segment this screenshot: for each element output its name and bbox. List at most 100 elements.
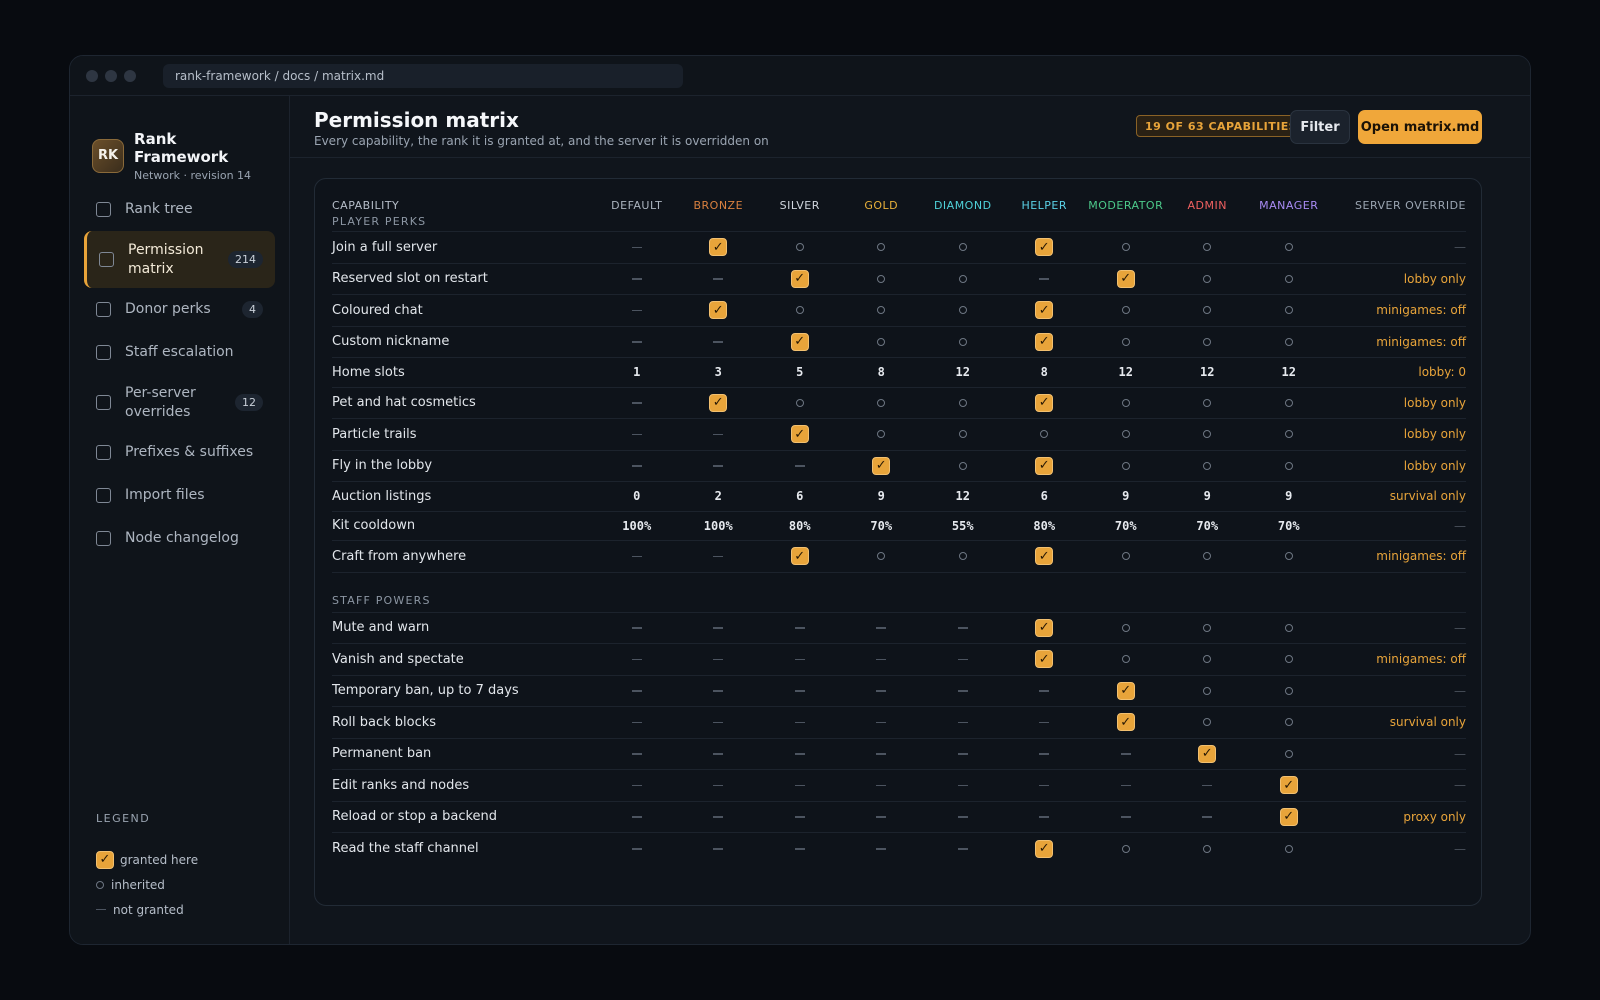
sidebar-item-per-server-overrides[interactable]: Per-server overrides 12 [84, 374, 275, 431]
matrix-cell[interactable] [1004, 430, 1086, 439]
matrix-cell[interactable] [1248, 461, 1330, 470]
matrix-cell[interactable] [1248, 398, 1330, 407]
matrix-cell[interactable] [678, 784, 760, 786]
matrix-cell[interactable] [841, 398, 923, 407]
sidebar-item-prefixes-suffixes[interactable]: Prefixes & suffixes [84, 431, 275, 474]
matrix-cell[interactable] [596, 753, 678, 755]
matrix-cell[interactable]: ✓ [1004, 456, 1086, 475]
matrix-cell[interactable] [1085, 753, 1167, 755]
matrix-cell[interactable] [922, 552, 1004, 561]
matrix-cell[interactable] [1167, 461, 1249, 470]
table-row[interactable]: Join a full server ✓ ✓ — [332, 232, 1466, 264]
matrix-cell[interactable] [1004, 721, 1086, 723]
matrix-cell[interactable]: 6 [759, 489, 841, 503]
table-row[interactable]: Permanent ban ✓ — [332, 739, 1466, 770]
matrix-cell[interactable]: 70% [1167, 519, 1249, 533]
matrix-cell[interactable] [596, 465, 678, 467]
address-bar[interactable]: rank-framework / docs / matrix.md [163, 63, 683, 88]
matrix-cell[interactable]: 70% [1248, 519, 1330, 533]
matrix-cell[interactable] [1004, 753, 1086, 755]
matrix-cell[interactable] [596, 246, 678, 248]
matrix-cell[interactable] [841, 753, 923, 755]
matrix-cell[interactable] [1167, 816, 1249, 818]
table-row[interactable]: Home slots 1 3 5 8 12 8 12 12 12 lobby: 0 [332, 358, 1466, 388]
matrix-cell[interactable] [759, 721, 841, 723]
matrix-cell[interactable] [1085, 816, 1167, 818]
matrix-cell[interactable] [678, 721, 760, 723]
sidebar-item-staff-escalation[interactable]: Staff escalation [84, 331, 275, 374]
matrix-cell[interactable] [596, 627, 678, 629]
matrix-cell[interactable] [841, 848, 923, 850]
matrix-cell[interactable]: ✓ [1004, 547, 1086, 566]
matrix-cell[interactable]: ✓ [1085, 713, 1167, 732]
table-row[interactable]: Read the staff channel ✓ — [332, 833, 1466, 865]
matrix-cell[interactable]: 9 [1248, 489, 1330, 503]
matrix-cell[interactable] [1085, 844, 1167, 853]
matrix-cell[interactable]: ✓ [1004, 839, 1086, 858]
matrix-cell[interactable]: ✓ [1248, 776, 1330, 795]
matrix-cell[interactable] [1167, 784, 1249, 786]
matrix-cell[interactable]: 12 [922, 365, 1004, 379]
matrix-cell[interactable] [759, 784, 841, 786]
matrix-cell[interactable] [759, 398, 841, 407]
matrix-cell[interactable] [678, 690, 760, 692]
matrix-cell[interactable] [1085, 430, 1167, 439]
matrix-cell[interactable] [1004, 278, 1086, 280]
matrix-cell[interactable] [1085, 243, 1167, 252]
table-row[interactable]: Vanish and spectate ✓ minigames: off [332, 644, 1466, 676]
matrix-cell[interactable] [841, 430, 923, 439]
matrix-cell[interactable] [759, 816, 841, 818]
matrix-cell[interactable] [596, 555, 678, 557]
matrix-cell[interactable] [678, 753, 760, 755]
matrix-cell[interactable] [1167, 623, 1249, 632]
matrix-cell[interactable] [1248, 655, 1330, 664]
matrix-cell[interactable] [1167, 718, 1249, 727]
rank-column-header-admin[interactable]: ADMIN [1187, 199, 1227, 212]
table-row[interactable]: Particle trails ✓ lobby only [332, 419, 1466, 451]
matrix-cell[interactable] [922, 627, 1004, 629]
matrix-cell[interactable]: 100% [678, 519, 760, 533]
matrix-cell[interactable]: ✓ [1004, 618, 1086, 637]
matrix-cell[interactable] [922, 816, 1004, 818]
matrix-cell[interactable] [922, 398, 1004, 407]
matrix-cell[interactable] [1248, 623, 1330, 632]
matrix-cell[interactable] [596, 690, 678, 692]
matrix-cell[interactable]: ✓ [759, 269, 841, 288]
matrix-cell[interactable] [759, 465, 841, 467]
matrix-cell[interactable]: 80% [1004, 519, 1086, 533]
matrix-cell[interactable] [759, 243, 841, 252]
matrix-cell[interactable] [922, 848, 1004, 850]
matrix-cell[interactable] [841, 243, 923, 252]
matrix-cell[interactable] [1248, 552, 1330, 561]
matrix-cell[interactable]: ✓ [678, 393, 760, 412]
sidebar-item-permission-matrix[interactable]: Permission matrix 214 [84, 231, 275, 288]
matrix-cell[interactable] [1085, 306, 1167, 315]
matrix-cell[interactable] [841, 274, 923, 283]
matrix-cell[interactable] [1248, 749, 1330, 758]
table-row[interactable]: Coloured chat ✓ ✓ minigames: off [332, 295, 1466, 327]
matrix-cell[interactable]: 70% [841, 519, 923, 533]
matrix-cell[interactable] [1248, 430, 1330, 439]
matrix-cell[interactable]: ✓ [1004, 393, 1086, 412]
matrix-cell[interactable] [841, 816, 923, 818]
table-row[interactable]: Custom nickname ✓ ✓ minigames: off [332, 327, 1466, 358]
matrix-cell[interactable] [596, 309, 678, 311]
matrix-cell[interactable]: 12 [1167, 365, 1249, 379]
matrix-cell[interactable] [1248, 337, 1330, 346]
matrix-cell[interactable] [922, 274, 1004, 283]
table-row[interactable]: Craft from anywhere ✓ ✓ minigames: off [332, 541, 1466, 573]
matrix-cell[interactable] [841, 690, 923, 692]
matrix-cell[interactable] [1085, 398, 1167, 407]
matrix-cell[interactable]: ✓ [1004, 650, 1086, 669]
matrix-cell[interactable] [1248, 274, 1330, 283]
matrix-cell[interactable]: 8 [1004, 365, 1086, 379]
matrix-cell[interactable] [1248, 686, 1330, 695]
matrix-cell[interactable] [1167, 686, 1249, 695]
matrix-cell[interactable] [759, 848, 841, 850]
matrix-cell[interactable] [678, 658, 760, 660]
matrix-cell[interactable] [678, 341, 760, 343]
matrix-cell[interactable]: 12 [1085, 365, 1167, 379]
matrix-cell[interactable] [1167, 398, 1249, 407]
matrix-cell[interactable]: 5 [759, 365, 841, 379]
table-row[interactable]: Kit cooldown 100% 100% 80% 70% 55% 80% 70% 70% 70… [332, 512, 1466, 541]
